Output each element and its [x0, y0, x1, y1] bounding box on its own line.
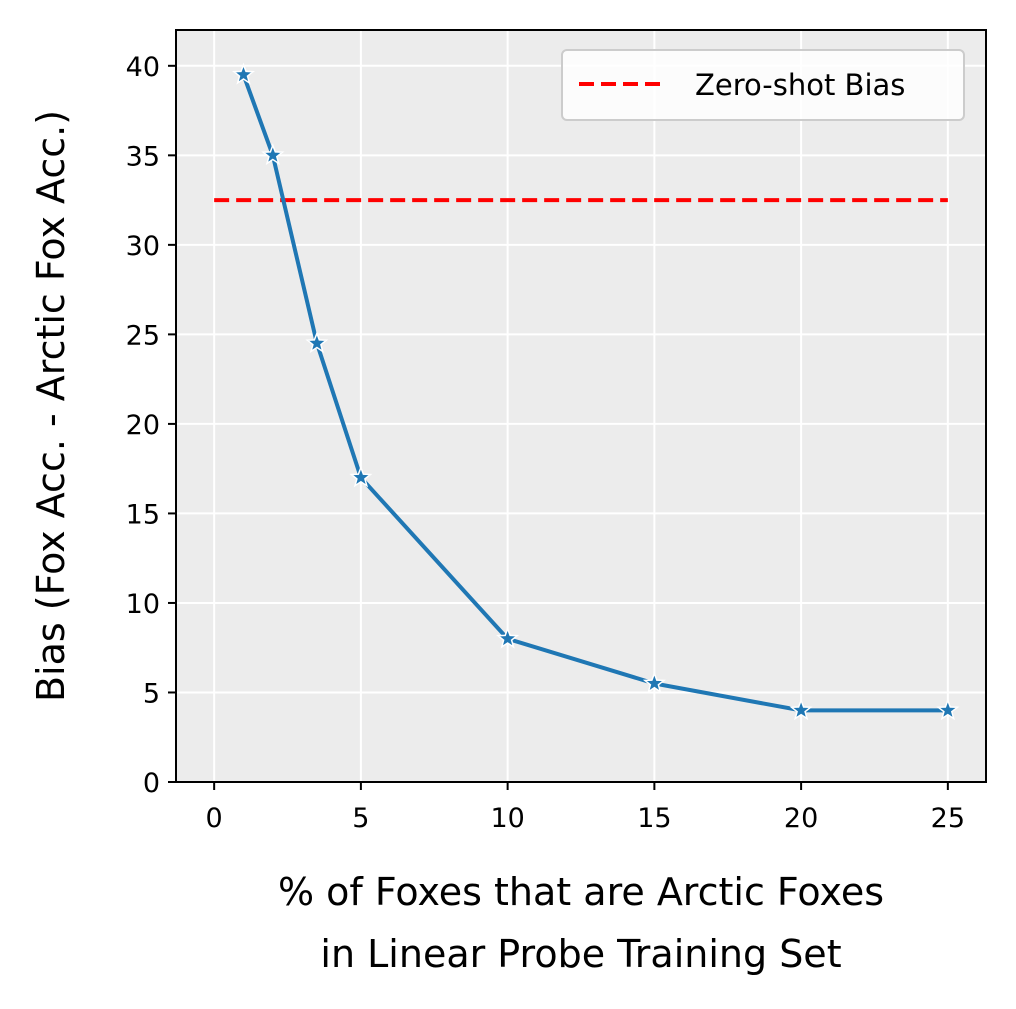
legend-label-zero-shot-bias: Zero-shot Bias [695, 68, 905, 102]
y-axis-label: Bias (Fox Acc. - Arctic Fox Acc.) [29, 110, 73, 702]
plot-frame [175, 29, 987, 783]
y-axis-ticks: 0 5 10 15 20 25 30 35 40 [126, 52, 176, 799]
y-tick-label: 10 [126, 589, 160, 620]
x-tick-label: 25 [931, 803, 965, 834]
plot-background [176, 30, 986, 782]
data-point-marker [789, 698, 813, 721]
y-tick-label: 5 [143, 678, 160, 709]
x-axis-label-line-1: % of Foxes that are Arctic Foxes [278, 870, 884, 914]
data-point-marker [496, 626, 520, 649]
y-tick-label: 0 [143, 768, 160, 799]
data-point-marker [231, 62, 256, 85]
y-tick-label: 30 [126, 231, 160, 262]
data-point-marker [261, 143, 285, 166]
x-tick-label: 5 [352, 803, 369, 834]
x-tick-label: 0 [206, 803, 223, 834]
legend-box [561, 49, 965, 121]
x-tick-label: 15 [637, 803, 671, 834]
y-tick-label: 20 [126, 410, 160, 441]
y-tick-label: 25 [126, 320, 160, 351]
x-tick-label: 10 [490, 803, 524, 834]
y-tick-label: 15 [126, 499, 160, 530]
data-point-marker [642, 671, 666, 694]
x-axis-ticks: 0 5 10 15 20 25 [206, 782, 965, 834]
y-tick-label: 35 [126, 141, 160, 172]
data-point-marker [349, 465, 373, 488]
data-point-marker [936, 698, 960, 721]
grid [176, 30, 986, 783]
x-axis-label-line-2: in Linear Probe Training Set [320, 932, 841, 976]
bias-line [241, 74, 948, 713]
data-point-marker [305, 331, 329, 354]
x-tick-label: 20 [784, 803, 818, 834]
y-tick-label: 40 [126, 52, 160, 83]
legend: Zero-shot Bias [561, 49, 965, 121]
series-layer [214, 62, 960, 721]
